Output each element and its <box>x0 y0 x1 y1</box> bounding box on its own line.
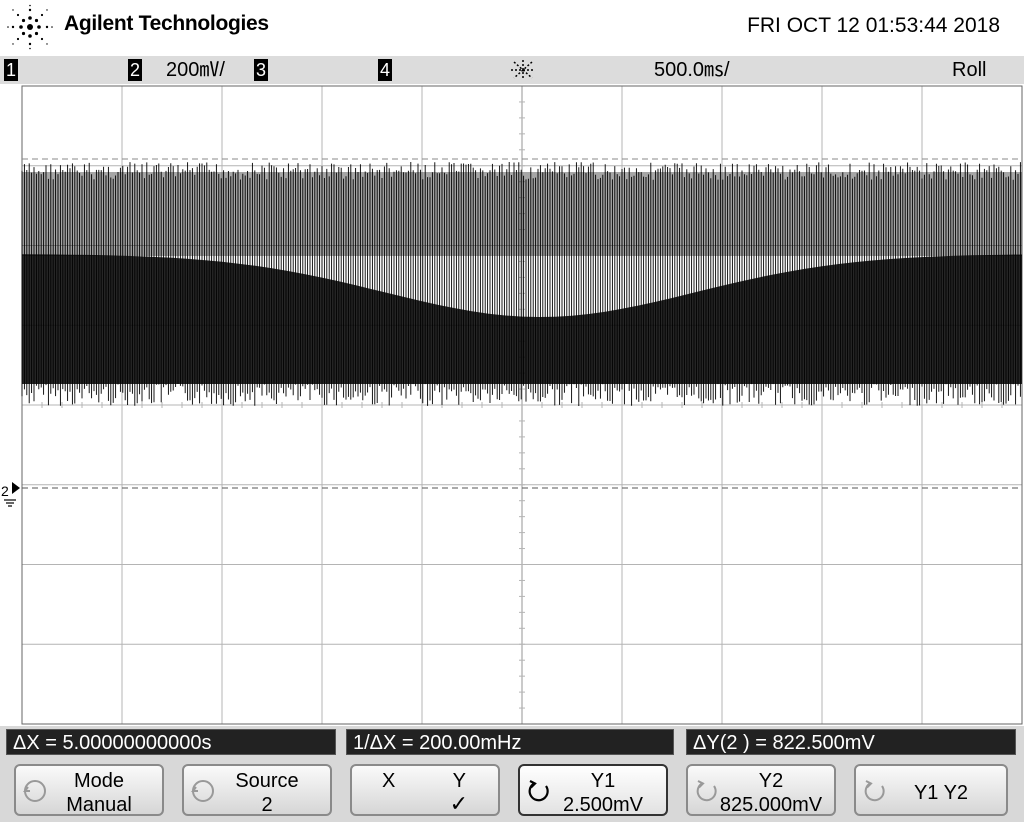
timebase-scale: 500.0㎳/ <box>654 59 730 81</box>
y1-y2-softkey[interactable]: Y1 Y2 <box>854 764 1008 816</box>
inverse-delta-x-readout: 1/ΔX = 200.00mHz <box>346 729 674 755</box>
source-softkey[interactable]: Source 2 <box>182 764 332 816</box>
measurement-bar: ΔX = 5.00000000000s 1/ΔX = 200.00mHz ΔY(… <box>0 726 1024 758</box>
channel-4-indicator[interactable]: 4 <box>378 59 392 81</box>
acquisition-mode: Roll <box>952 59 987 81</box>
header-bar: Agilent Technologies FRI OCT 12 01:53:44… <box>0 0 1024 56</box>
y1-y2-softkey-title: Y1 Y2 <box>913 782 969 804</box>
mode-softkey-title: Mode <box>73 770 125 792</box>
date-time: FRI OCT 12 01:53:44 2018 <box>747 14 1000 37</box>
channel-3-indicator[interactable]: 3 <box>254 59 268 81</box>
delta-x-readout: ΔX = 5.00000000000s <box>6 729 336 755</box>
knob-icon <box>864 780 885 802</box>
rotate-icon <box>528 780 549 802</box>
knob-icon <box>191 780 214 802</box>
delta-y-readout: ΔY(2 ) = 822.500mV <box>686 729 1016 755</box>
trace-dense-band <box>22 254 1022 384</box>
channel-2-indicator[interactable]: 2 <box>128 59 142 81</box>
channel-1-indicator[interactable]: 1 <box>4 59 18 81</box>
xy-selected-check-icon: ✓ <box>449 791 468 816</box>
xy-softkey-x-label: X <box>382 770 396 792</box>
brand-name: Agilent Technologies <box>64 12 269 35</box>
ground-marker[interactable]: 2 <box>1 482 20 507</box>
y2-softkey-title: Y2 <box>758 770 784 792</box>
y2-softkey-value: 825.000mV <box>719 794 823 816</box>
knob-icon <box>23 780 46 802</box>
graticule-border <box>21 85 1023 725</box>
softkey-bar: Mode Manual Source 2 X Y ✓ Y1 2.500mV Y2… <box>0 758 1024 822</box>
channel-status-bar: 1 2 200㎷/ 3 4 500.0㎳/ Roll <box>0 56 1024 84</box>
trace-upper-region <box>22 172 1022 256</box>
channel-2-trace <box>21 162 1022 406</box>
source-softkey-title: Source <box>235 770 299 792</box>
y1-softkey[interactable]: Y1 2.500mV <box>518 764 668 816</box>
waveform-display[interactable]: 2 <box>0 84 1024 726</box>
mode-softkey-value: Manual <box>66 794 132 816</box>
y1-softkey-value: 2.500mV <box>562 794 644 816</box>
mode-softkey[interactable]: Mode Manual <box>14 764 164 816</box>
agilent-spark-logo-icon <box>7 4 53 50</box>
knob-icon <box>696 780 717 802</box>
source-softkey-value: 2 <box>261 794 273 816</box>
y1-softkey-title: Y1 <box>590 770 616 792</box>
ground-marker-label: 2 <box>1 483 9 499</box>
xy-softkey[interactable]: X Y ✓ <box>350 764 500 816</box>
channel-2-scale: 200㎷/ <box>166 59 225 81</box>
trigger-icon <box>511 60 535 80</box>
y2-softkey[interactable]: Y2 825.000mV <box>686 764 836 816</box>
xy-softkey-y-label: Y <box>452 770 466 792</box>
